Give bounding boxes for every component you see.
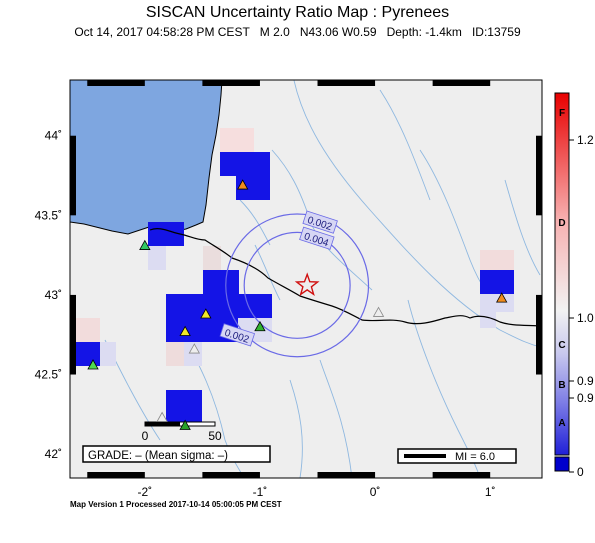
colorbar-letter: F <box>559 108 565 119</box>
frame-outline <box>69 79 543 479</box>
lon-tick-label: -2˚ <box>137 485 152 499</box>
station-triangle-icon <box>372 306 385 317</box>
station-triangle-icon <box>87 359 99 370</box>
sea-area <box>70 80 223 235</box>
frame-band <box>317 472 376 478</box>
mi-text: MI = 6.0 <box>455 451 495 463</box>
lon-tick-label: -1˚ <box>253 485 268 499</box>
station-triangle-icon <box>156 411 168 422</box>
longitude-ticks: -2˚ -1˚ 0˚ 1˚ <box>137 485 495 499</box>
station-triangle-icon <box>496 292 508 303</box>
colorbar-zero-swatch <box>554 456 570 472</box>
colorbar-grade-letters: F D C B A <box>558 108 565 429</box>
frame-band <box>536 135 542 216</box>
station-triangle-icon <box>254 320 266 332</box>
event-magnitude: M 2.0 <box>259 25 290 39</box>
station-triangle-icon <box>179 325 191 336</box>
frame-band <box>87 472 145 478</box>
lon-tick-label: 1˚ <box>485 485 496 499</box>
frame-band <box>432 472 491 478</box>
frame-band <box>87 80 145 86</box>
map-title: SISCAN Uncertainty Ratio Map : Pyrenees <box>145 4 450 21</box>
station-triangle-icon <box>200 308 212 319</box>
event-id: ID:13759 <box>471 25 521 39</box>
grade-text: GRADE: – (Mean sigma: –) <box>88 450 228 462</box>
station-triangle-icon <box>237 179 249 190</box>
event-depth: Depth: -1.4km <box>386 25 462 39</box>
lat-tick-label: 43.5˚ <box>35 208 62 222</box>
frame-band <box>432 80 491 86</box>
frame-band <box>70 294 76 375</box>
lat-tick-label: 43˚ <box>45 288 62 302</box>
colorbar-values: 1.2 1.0 0.9 0.9 0 <box>569 133 594 479</box>
uncertainty-cells <box>70 128 514 424</box>
latitude-ticks: 44˚ 43.5˚ 43˚ 42.5˚ 42˚ <box>35 129 62 461</box>
frame-band <box>317 80 376 86</box>
colorbar-letter: A <box>558 418 565 429</box>
colorbar-value: 0 <box>577 465 584 479</box>
contour-line <box>225 213 370 358</box>
station-triangle-icon <box>188 343 201 354</box>
epicenter <box>294 272 320 296</box>
event-info: Oct 14, 2017 04:58:28 PM CEST M 2.0 N43.… <box>0 25 595 39</box>
contour-line <box>243 231 351 339</box>
lat-tick-label: 42.5˚ <box>35 368 62 382</box>
colorbar-value: 0.9 <box>577 374 594 388</box>
mi-box <box>397 448 517 464</box>
grade-box <box>82 445 271 463</box>
footer-processing-info: Map Version 1 Processed 2017-10-14 05:00… <box>70 500 282 509</box>
scale-label-50: 50 <box>208 429 222 443</box>
station-triangle-icon <box>139 239 151 250</box>
scale-label-0: 0 <box>142 429 149 443</box>
country-border <box>149 228 542 327</box>
map-frame <box>69 79 543 479</box>
scale-bar <box>144 421 216 427</box>
frame-band <box>70 135 76 216</box>
colorbar-value: 1.0 <box>577 311 594 325</box>
lat-tick-label: 42˚ <box>45 447 62 461</box>
colorbar-letter: D <box>558 218 565 229</box>
colorbar-value: 0.9 <box>577 391 594 405</box>
colorbar-value: 1.2 <box>577 133 594 147</box>
lon-tick-label: 0˚ <box>370 485 381 499</box>
event-location: N43.06 W0.59 <box>299 25 377 39</box>
colorbar <box>554 92 570 456</box>
epicenter-star-icon <box>294 272 320 296</box>
colorbar-letter: C <box>558 340 565 351</box>
colorbar-letter: B <box>558 380 565 391</box>
station-triangle-icon <box>179 419 191 430</box>
event-datetime: Oct 14, 2017 04:58:28 PM CEST <box>74 25 250 39</box>
lat-tick-label: 44˚ <box>45 129 62 143</box>
frame-band <box>536 294 542 375</box>
rivers <box>104 80 542 478</box>
frame-band <box>202 80 260 86</box>
frame-band <box>202 472 260 478</box>
stations <box>87 179 508 430</box>
